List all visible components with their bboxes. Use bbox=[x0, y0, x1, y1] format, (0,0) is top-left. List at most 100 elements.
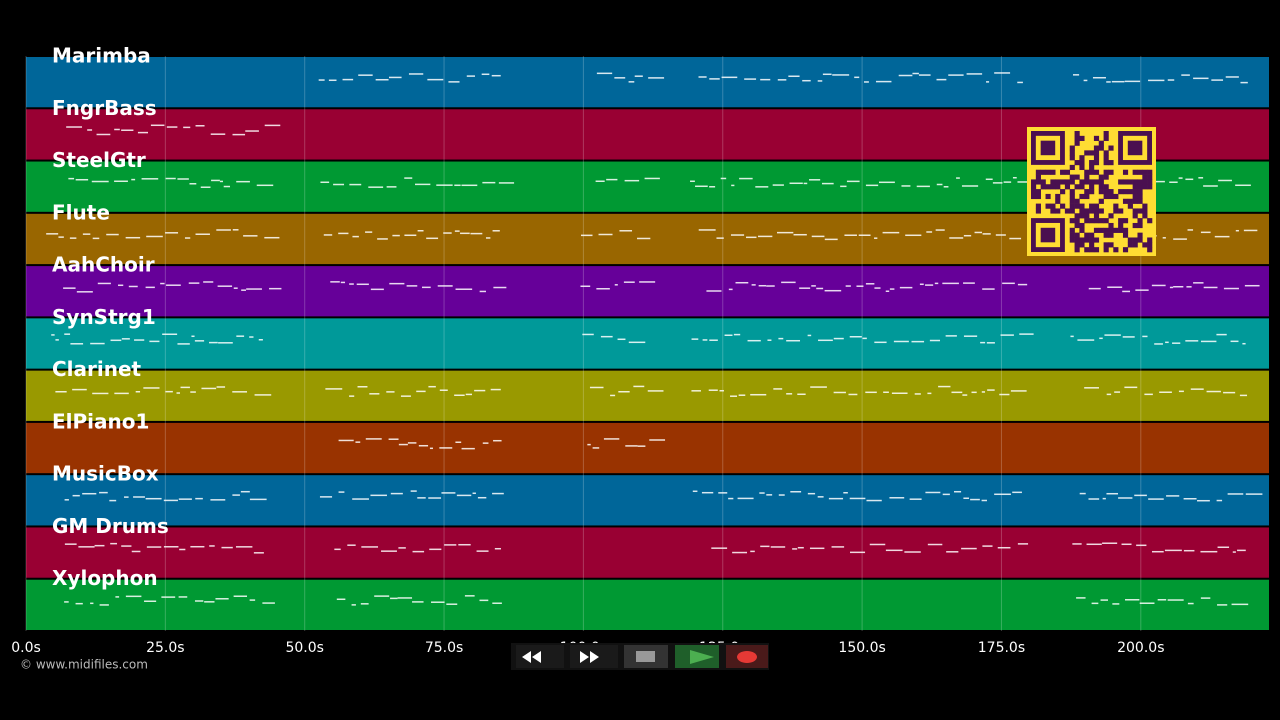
note bbox=[1121, 543, 1132, 546]
qr-cell bbox=[1142, 179, 1148, 185]
note bbox=[816, 287, 824, 290]
play-button[interactable] bbox=[675, 645, 719, 668]
note bbox=[498, 182, 515, 184]
note bbox=[587, 443, 591, 446]
note bbox=[412, 601, 424, 603]
note bbox=[131, 178, 136, 181]
note bbox=[731, 184, 735, 187]
note bbox=[1193, 282, 1204, 284]
note bbox=[730, 234, 745, 236]
note bbox=[619, 230, 633, 232]
note bbox=[390, 492, 403, 495]
note bbox=[219, 180, 223, 183]
note bbox=[210, 133, 226, 135]
qr-cell bbox=[1079, 208, 1085, 214]
note bbox=[936, 78, 947, 81]
note bbox=[183, 126, 191, 129]
note bbox=[134, 339, 145, 341]
note bbox=[1072, 543, 1082, 545]
note bbox=[1166, 495, 1180, 497]
note bbox=[767, 339, 772, 341]
note bbox=[807, 492, 816, 495]
note bbox=[82, 492, 97, 495]
note bbox=[114, 392, 129, 395]
note bbox=[628, 81, 635, 83]
note bbox=[418, 444, 429, 447]
stop-button[interactable] bbox=[624, 645, 668, 668]
note bbox=[1178, 390, 1184, 393]
forward-button[interactable] bbox=[570, 645, 618, 668]
note bbox=[410, 490, 417, 492]
note bbox=[180, 386, 190, 389]
note bbox=[889, 288, 895, 290]
qr-cell bbox=[1132, 193, 1138, 200]
qr-cell bbox=[1093, 145, 1100, 151]
note bbox=[724, 334, 733, 337]
note bbox=[356, 283, 369, 286]
note bbox=[370, 494, 387, 497]
qr-cell bbox=[1045, 193, 1051, 200]
qr-code bbox=[1027, 127, 1156, 256]
qr-cell bbox=[1098, 140, 1104, 146]
qr-cell bbox=[1103, 131, 1109, 137]
note bbox=[1102, 497, 1106, 500]
note bbox=[863, 81, 869, 83]
note bbox=[106, 233, 119, 236]
note bbox=[633, 385, 645, 388]
rewind-button[interactable] bbox=[516, 645, 564, 668]
note bbox=[97, 282, 111, 285]
qr-cell bbox=[1074, 131, 1080, 137]
qr-cell bbox=[1132, 237, 1138, 243]
note bbox=[648, 77, 665, 79]
note bbox=[184, 237, 191, 239]
qr-cell bbox=[1079, 203, 1085, 209]
note bbox=[137, 131, 149, 134]
qr-cell bbox=[1108, 169, 1114, 175]
notes bbox=[46, 72, 1263, 606]
note bbox=[1079, 492, 1086, 495]
note bbox=[114, 128, 120, 131]
note bbox=[386, 391, 395, 393]
qr-cell bbox=[1089, 164, 1095, 171]
qr-cell bbox=[1108, 222, 1114, 229]
qr-cell bbox=[1127, 189, 1133, 195]
qr-cell bbox=[1098, 218, 1104, 224]
qr-cell bbox=[1118, 179, 1124, 185]
note bbox=[692, 490, 698, 493]
qr-cell bbox=[1060, 169, 1066, 175]
note bbox=[1104, 334, 1121, 336]
qr-cell bbox=[1098, 179, 1104, 185]
qr-cell bbox=[1118, 222, 1124, 229]
qr-cell bbox=[1137, 179, 1143, 185]
note bbox=[429, 447, 433, 450]
note bbox=[1017, 543, 1029, 545]
note bbox=[854, 76, 860, 79]
track-name: SteelGtr bbox=[52, 148, 146, 172]
track-row bbox=[26, 527, 1269, 578]
track-row bbox=[26, 318, 1269, 369]
note bbox=[936, 183, 943, 186]
note bbox=[408, 73, 424, 75]
note bbox=[1003, 181, 1012, 183]
note bbox=[330, 281, 340, 283]
record-button[interactable] bbox=[726, 645, 768, 668]
note bbox=[1012, 491, 1022, 494]
qr-cell bbox=[1098, 145, 1104, 151]
qr-cell bbox=[1093, 227, 1100, 233]
note bbox=[99, 491, 108, 494]
note bbox=[1086, 543, 1102, 546]
note bbox=[849, 336, 862, 338]
note bbox=[342, 78, 354, 81]
qr-cell bbox=[1132, 189, 1138, 195]
qr-cell bbox=[1079, 155, 1085, 161]
qr-cell bbox=[1132, 222, 1138, 229]
note bbox=[898, 74, 913, 77]
note bbox=[124, 496, 129, 498]
note bbox=[865, 184, 879, 187]
note bbox=[360, 603, 369, 605]
note bbox=[1164, 549, 1182, 552]
note bbox=[869, 543, 886, 546]
note bbox=[195, 497, 203, 500]
qr-cell bbox=[1137, 198, 1143, 204]
note bbox=[760, 545, 770, 548]
